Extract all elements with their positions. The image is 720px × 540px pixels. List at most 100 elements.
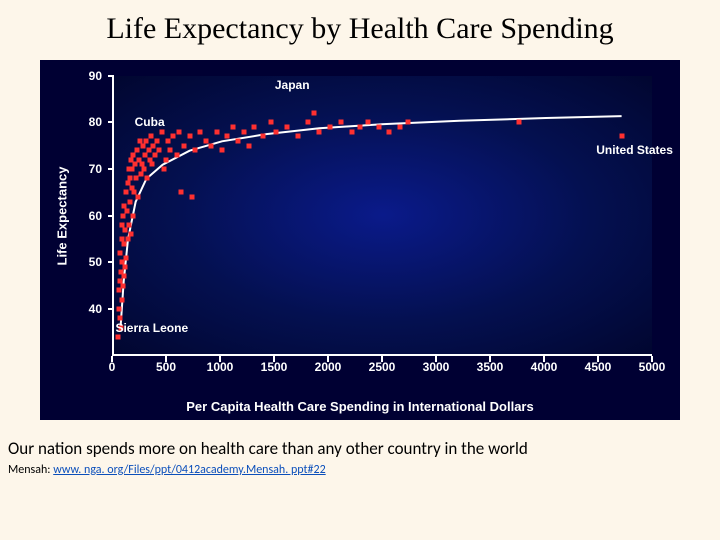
x-tick-mark [651, 356, 653, 362]
chart-annotation: Japan [275, 78, 310, 92]
chart-annotation: Sierra Leone [115, 321, 188, 335]
data-point [349, 129, 354, 134]
data-point [117, 306, 122, 311]
data-point [358, 124, 363, 129]
data-point [284, 124, 289, 129]
data-point [178, 190, 183, 195]
x-tick-mark [111, 356, 113, 362]
x-axis-label: Per Capita Health Care Spending in Inter… [186, 399, 533, 414]
data-point [252, 124, 257, 129]
x-tick-label: 4500 [585, 360, 612, 374]
data-point [120, 283, 125, 288]
data-point [159, 129, 164, 134]
data-point [311, 110, 316, 115]
data-point [129, 232, 134, 237]
y-tick-mark [108, 168, 114, 170]
x-tick-label: 3000 [423, 360, 450, 374]
data-point [157, 148, 162, 153]
y-tick-label: 70 [40, 162, 112, 176]
data-point [121, 274, 126, 279]
data-point [220, 148, 225, 153]
x-tick-label: 2500 [369, 360, 396, 374]
data-point [163, 157, 168, 162]
data-point [274, 129, 279, 134]
data-point [338, 120, 343, 125]
x-tick-label: 1000 [207, 360, 234, 374]
data-point [376, 124, 381, 129]
data-point [517, 120, 522, 125]
x-tick-mark [435, 356, 437, 362]
data-point [141, 143, 146, 148]
data-point [134, 148, 139, 153]
y-tick-mark [108, 261, 114, 263]
data-point [176, 129, 181, 134]
data-point [387, 129, 392, 134]
data-point [127, 222, 132, 227]
data-point [306, 120, 311, 125]
x-tick-label: 1500 [261, 360, 288, 374]
data-point [225, 134, 230, 139]
data-point [268, 120, 273, 125]
data-point [317, 129, 322, 134]
data-point [126, 236, 131, 241]
data-point [130, 213, 135, 218]
reference-line: Mensah: www. nga. org/Files/ppt/0412acad… [0, 461, 720, 477]
x-tick-mark [219, 356, 221, 362]
data-point [189, 194, 194, 199]
y-tick-mark [108, 121, 114, 123]
data-point [193, 148, 198, 153]
y-tick-label: 50 [40, 255, 112, 269]
data-point [131, 152, 136, 157]
x-tick-mark [165, 356, 167, 362]
data-point [155, 138, 160, 143]
data-point [236, 138, 241, 143]
data-point [241, 129, 246, 134]
data-point [123, 227, 128, 232]
data-point [148, 134, 153, 139]
x-tick-mark [597, 356, 599, 362]
chart-container: JapanCubaUnited StatesSierra Leone Life … [40, 60, 680, 420]
y-tick-mark [108, 215, 114, 217]
data-point [619, 134, 624, 139]
chart-annotation: United States [596, 143, 673, 157]
data-point [182, 143, 187, 148]
data-point [139, 171, 144, 176]
x-tick-mark [381, 356, 383, 362]
data-point [365, 120, 370, 125]
data-point [398, 124, 403, 129]
data-point [145, 176, 150, 181]
data-point [124, 255, 129, 260]
y-tick-label: 90 [40, 69, 112, 83]
data-point [142, 166, 147, 171]
data-point [153, 152, 158, 157]
data-point [132, 162, 137, 167]
data-point [261, 134, 266, 139]
x-tick-label: 3500 [477, 360, 504, 374]
caption-text: Our nation spends more on health care th… [0, 420, 720, 461]
data-point [166, 138, 171, 143]
y-tick-label: 60 [40, 209, 112, 223]
data-point [146, 148, 151, 153]
y-tick-mark [108, 308, 114, 310]
data-point [116, 334, 121, 339]
data-point [174, 152, 179, 157]
data-point [127, 199, 132, 204]
data-point [161, 166, 166, 171]
reference-link[interactable]: www. nga. org/Files/ppt/0412academy.Mens… [53, 463, 325, 477]
chart-annotation: Cuba [135, 115, 165, 129]
data-point [118, 250, 123, 255]
data-point [128, 176, 133, 181]
x-tick-label: 5000 [639, 360, 666, 374]
y-tick-label: 80 [40, 115, 112, 129]
data-point [119, 297, 124, 302]
data-point [405, 120, 410, 125]
page-title: Life Expectancy by Health Care Spending [0, 0, 720, 56]
data-point [121, 241, 126, 246]
data-point [214, 129, 219, 134]
data-point [230, 124, 235, 129]
trend-curve [114, 76, 654, 356]
y-tick-mark [108, 75, 114, 77]
x-tick-label: 500 [156, 360, 176, 374]
x-tick-label: 4000 [531, 360, 558, 374]
x-tick-label: 0 [109, 360, 116, 374]
